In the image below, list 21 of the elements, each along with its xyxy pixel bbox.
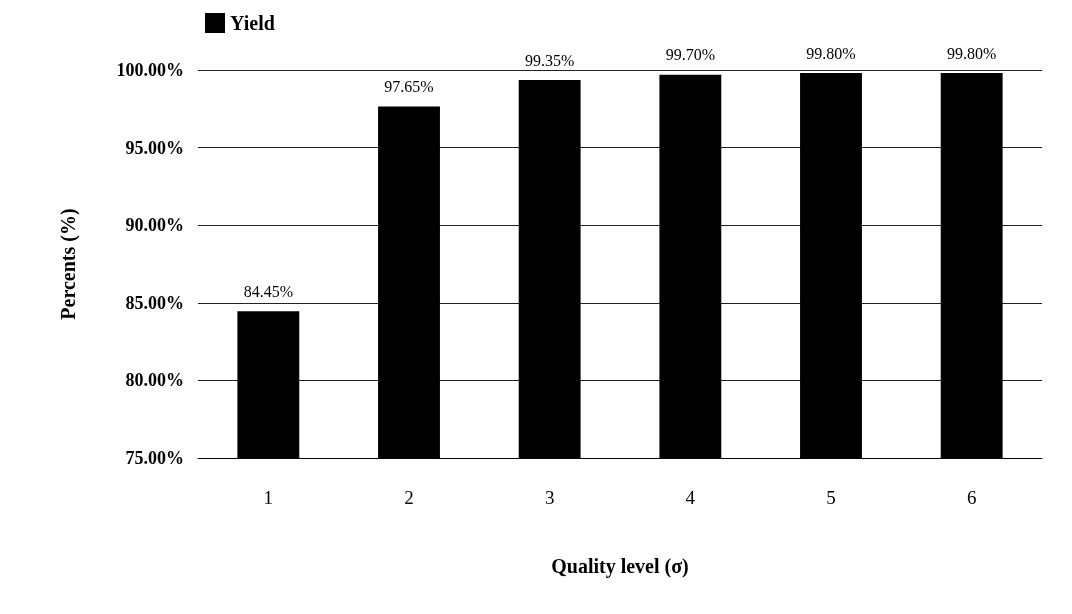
- x-tick-label: 1: [263, 487, 274, 508]
- data-label: 84.45%: [243, 282, 293, 300]
- x-tick-label: 5: [826, 487, 836, 508]
- y-tick-label: 95.00%: [125, 137, 184, 158]
- data-label: 99.70%: [665, 46, 715, 64]
- data-label: 99.80%: [947, 44, 997, 62]
- y-tick-label: 85.00%: [125, 292, 184, 313]
- data-label: 99.35%: [525, 51, 575, 69]
- legend-label: Yield: [230, 12, 275, 34]
- y-axis-title: Percents (%): [57, 208, 80, 320]
- x-tick-label: 6: [966, 487, 977, 508]
- x-axis-title: Quality level (σ): [551, 555, 689, 578]
- data-label: 97.65%: [384, 77, 434, 95]
- x-tick-label: 4: [685, 487, 696, 508]
- y-tick-label: 90.00%: [125, 215, 184, 236]
- y-tick-label: 100.00%: [116, 60, 184, 80]
- y-tick-label: 80.00%: [125, 370, 184, 391]
- y-tick-label: 75.00%: [125, 448, 184, 468]
- x-tick-label: 2: [404, 487, 414, 508]
- data-label: 99.80%: [806, 44, 856, 62]
- x-tick-label: 3: [544, 487, 555, 508]
